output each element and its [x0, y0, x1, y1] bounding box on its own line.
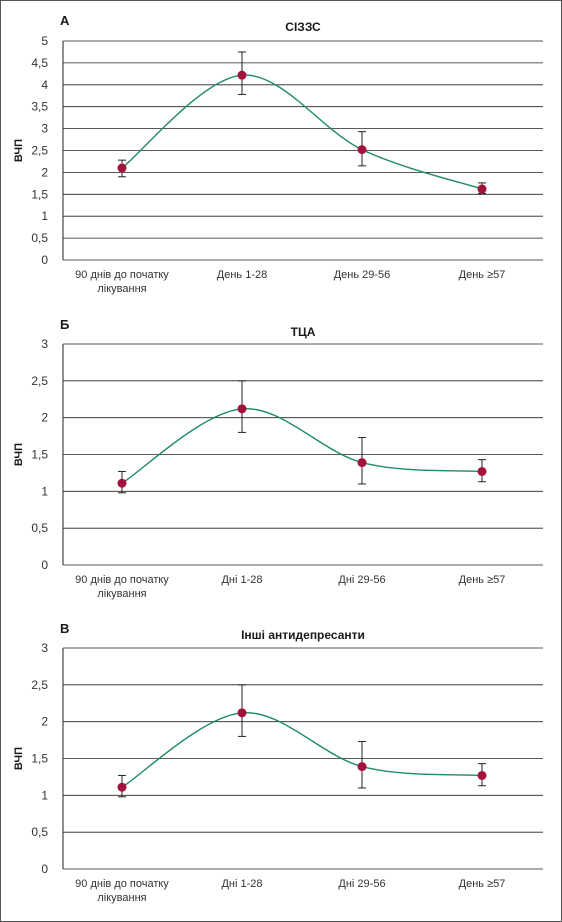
data-point — [357, 145, 367, 155]
data-point — [357, 458, 367, 468]
data-point — [117, 782, 127, 792]
y-tick-label: 4 — [41, 78, 48, 92]
x-tick-label: День ≥57 — [459, 574, 506, 586]
y-tick-label: 2,5 — [31, 374, 48, 388]
y-tick-label: 1,5 — [31, 752, 48, 766]
y-tick-label: 2 — [41, 165, 48, 179]
y-tick-label: 3 — [41, 122, 48, 136]
y-axis-label: ВЧП — [13, 139, 25, 162]
y-tick-label: 2,5 — [31, 144, 48, 158]
data-point — [117, 163, 127, 173]
chart-title: ТЦА — [291, 325, 316, 339]
x-tick-label: День 1-28 — [217, 269, 267, 281]
x-tick-label: Дні 29-56 — [338, 878, 385, 890]
chart-title: Інші антидепресанти — [241, 628, 365, 642]
y-tick-label: 2,5 — [31, 678, 48, 692]
chart-panel: В Інші антидепресанти 0 0,5 1 1,5 2 2,5 3 ВЧП 90 д… — [13, 621, 543, 904]
y-tick-label: 3,5 — [31, 100, 48, 114]
chart-panel: А СІЗЗС 0 0,5 1 1,5 2 2,5 3 3,5 4 4,5 5 ВЧП 90 днів до… — [13, 13, 543, 295]
panels: А СІЗЗС 0 0,5 1 1,5 2 2,5 3 3,5 4 4,5 5 ВЧП 90 днів до… — [13, 13, 543, 904]
series-line — [121, 408, 483, 484]
x-tick-label: Дні 1-28 — [221, 878, 262, 890]
y-tick-label: 0,5 — [31, 521, 48, 535]
x-tick-label: День ≥57 — [459, 269, 506, 281]
data-point — [477, 184, 487, 194]
panel-label: Б — [60, 317, 69, 332]
x-tick-label: День 29-56 — [334, 269, 391, 281]
y-tick-label: 2 — [41, 715, 48, 729]
y-tick-label: 4,5 — [31, 56, 48, 70]
y-tick-label: 0 — [41, 558, 48, 572]
y-tick-label: 1,5 — [31, 187, 48, 201]
y-axis-label: ВЧП — [13, 747, 25, 770]
data-point — [477, 466, 487, 476]
chart-panel: Б ТЦА 0 0,5 1 1,5 2 2,5 3 ВЧП 90 днів до початку лі… — [13, 317, 543, 600]
chart-title: СІЗЗС — [285, 20, 321, 34]
y-axis-label: ВЧП — [13, 443, 25, 466]
data-point — [357, 762, 367, 772]
data-point — [477, 770, 487, 780]
data-point — [237, 404, 247, 414]
y-tick-label: 1 — [41, 209, 48, 223]
y-tick-label: 1 — [41, 788, 48, 802]
x-tick-label: 90 днів до початку лікування — [75, 878, 169, 904]
panel-label: В — [60, 621, 69, 636]
x-tick-label: 90 днів до початку лікування — [75, 574, 169, 600]
series-line — [121, 74, 483, 190]
x-tick-label: День ≥57 — [459, 878, 506, 890]
y-tick-label: 0 — [41, 253, 48, 267]
y-tick-label: 0 — [41, 862, 48, 876]
y-tick-label: 2 — [41, 411, 48, 425]
y-tick-label: 5 — [41, 34, 48, 48]
data-point — [117, 478, 127, 488]
y-tick-label: 0,5 — [31, 825, 48, 839]
y-tick-label: 3 — [41, 337, 48, 351]
data-point — [237, 708, 247, 718]
y-tick-label: 1,5 — [31, 448, 48, 462]
y-tick-label: 1 — [41, 484, 48, 498]
x-tick-label: Дні 29-56 — [338, 574, 385, 586]
x-tick-label: Дні 1-28 — [221, 574, 262, 586]
data-point — [237, 70, 247, 80]
y-tick-label: 3 — [41, 641, 48, 655]
series-line — [121, 712, 483, 788]
x-tick-label: 90 днів до початку лікування — [75, 269, 169, 295]
panel-label: А — [60, 13, 70, 28]
y-tick-label: 0,5 — [31, 231, 48, 245]
